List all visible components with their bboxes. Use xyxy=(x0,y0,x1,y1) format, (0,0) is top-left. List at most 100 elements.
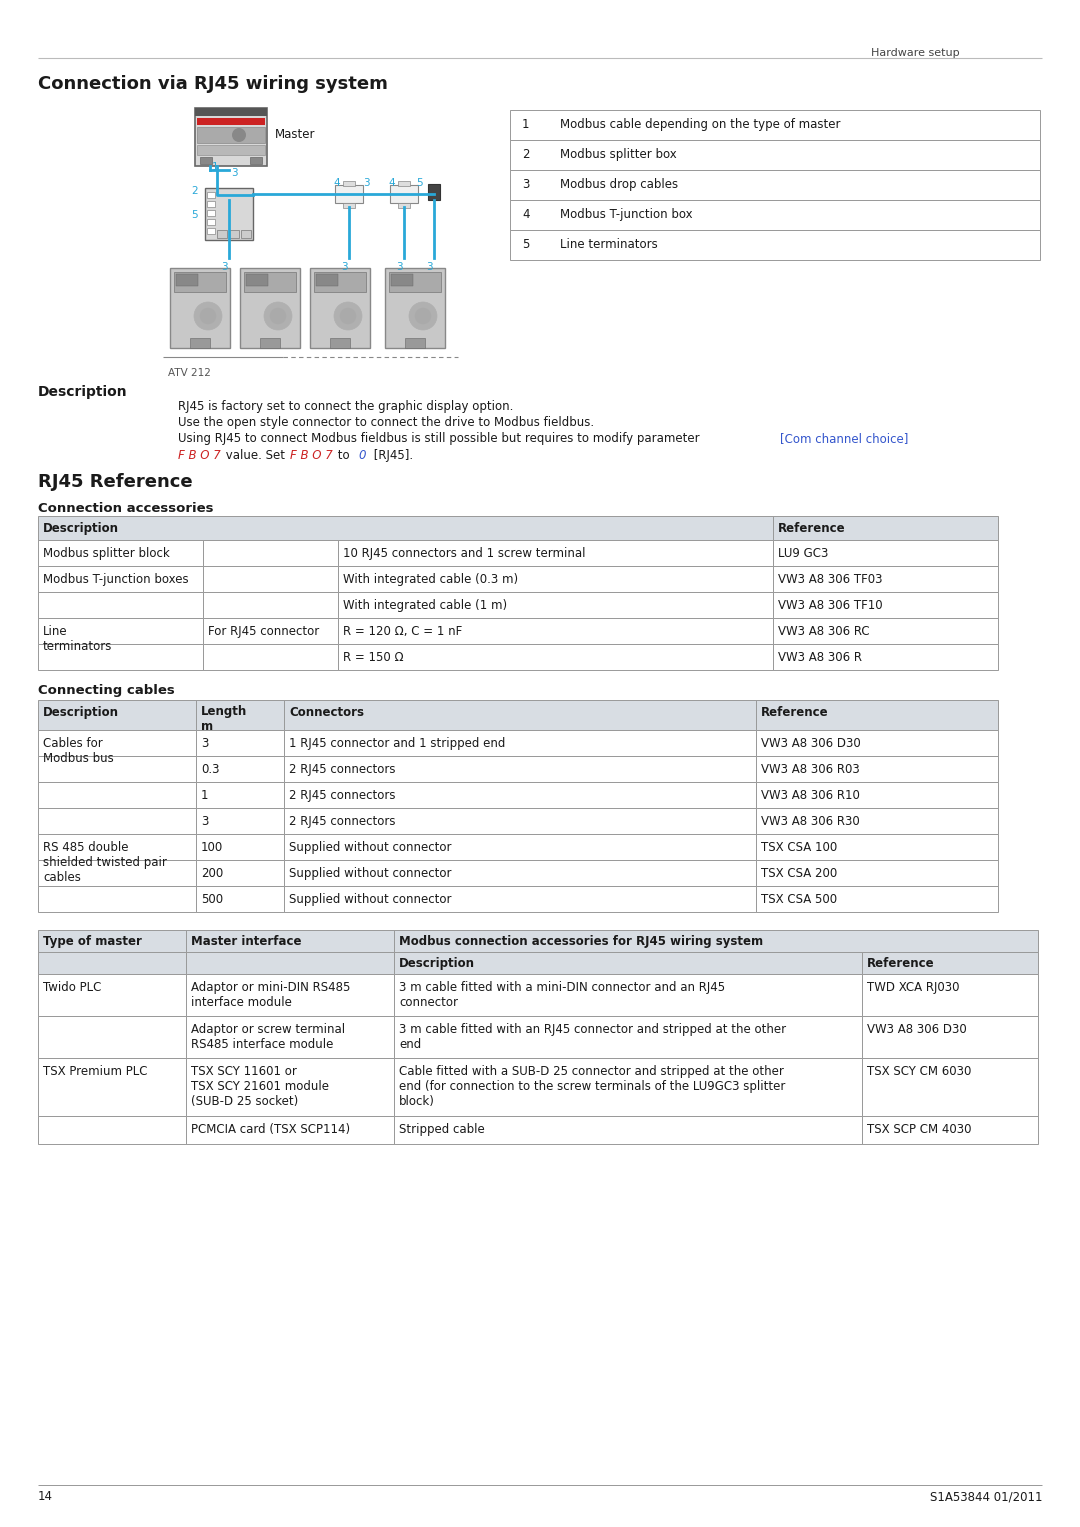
Text: 200: 200 xyxy=(201,867,224,880)
Circle shape xyxy=(232,128,246,142)
Bar xyxy=(240,269,300,348)
Text: Twido PLC: Twido PLC xyxy=(43,980,102,994)
Text: 3 m cable fitted with an RJ45 connector and stripped at the other
end: 3 m cable fitted with an RJ45 connector … xyxy=(399,1023,786,1051)
Text: Description: Description xyxy=(43,522,119,534)
Text: Cable fitted with a SUB-D 25 connector and stripped at the other
end (for connec: Cable fitted with a SUB-D 25 connector a… xyxy=(399,1064,785,1109)
Text: to: to xyxy=(334,449,353,463)
Text: Modbus drop cables: Modbus drop cables xyxy=(561,179,678,191)
Circle shape xyxy=(409,302,437,330)
Bar xyxy=(862,1116,1038,1144)
Text: With integrated cable (1 m): With integrated cable (1 m) xyxy=(343,599,508,612)
Bar xyxy=(394,974,862,1015)
Bar xyxy=(197,145,265,156)
Bar xyxy=(195,108,267,116)
Bar xyxy=(756,808,998,834)
Text: LU9 GC3: LU9 GC3 xyxy=(778,547,828,560)
Bar xyxy=(862,951,1038,974)
Bar xyxy=(195,886,284,912)
Text: S1A53844 01/2011: S1A53844 01/2011 xyxy=(930,1490,1042,1503)
Bar xyxy=(38,951,186,974)
Bar xyxy=(773,567,998,592)
Text: VW3 A8 306 RC: VW3 A8 306 RC xyxy=(778,625,869,638)
Bar xyxy=(773,618,998,644)
Bar xyxy=(38,541,203,567)
Bar xyxy=(284,756,756,782)
Bar xyxy=(186,1116,394,1144)
Text: VW3 A8 306 D30: VW3 A8 306 D30 xyxy=(867,1023,967,1035)
Text: Connection via RJ45 wiring system: Connection via RJ45 wiring system xyxy=(38,75,388,93)
Bar xyxy=(399,182,410,186)
Bar xyxy=(38,1058,186,1116)
Text: 3: 3 xyxy=(396,263,403,272)
Bar xyxy=(510,200,1040,231)
Text: Reference: Reference xyxy=(761,705,828,719)
Bar xyxy=(197,127,265,144)
Text: TSX CSA 100: TSX CSA 100 xyxy=(761,841,837,854)
Bar xyxy=(186,1058,394,1116)
Text: Reference: Reference xyxy=(778,522,846,534)
Bar xyxy=(773,516,998,541)
Text: TSX SCY CM 6030: TSX SCY CM 6030 xyxy=(867,1064,971,1078)
Text: 4: 4 xyxy=(522,208,529,221)
Text: VW3 A8 306 R10: VW3 A8 306 R10 xyxy=(761,789,860,802)
Circle shape xyxy=(334,302,362,330)
Bar xyxy=(229,231,239,238)
Bar xyxy=(249,157,262,163)
Text: 2 RJ45 connectors: 2 RJ45 connectors xyxy=(289,764,395,776)
Text: 3: 3 xyxy=(426,263,433,272)
Text: Line terminators: Line terminators xyxy=(561,238,658,250)
Bar xyxy=(38,592,203,618)
Text: TWD XCA RJ030: TWD XCA RJ030 xyxy=(867,980,959,994)
Bar xyxy=(284,782,756,808)
Bar xyxy=(756,730,998,756)
Bar xyxy=(38,808,195,834)
Text: 3 m cable fitted with a mini-DIN connector and an RJ45
connector: 3 m cable fitted with a mini-DIN connect… xyxy=(399,980,725,1009)
Bar xyxy=(38,886,195,912)
Bar xyxy=(391,273,413,286)
Bar xyxy=(510,169,1040,200)
Text: 5: 5 xyxy=(191,211,198,220)
Text: 100: 100 xyxy=(201,841,224,854)
Text: Length
m: Length m xyxy=(201,705,247,733)
Bar xyxy=(195,108,267,166)
Bar xyxy=(773,541,998,567)
Text: For RJ45 connector: For RJ45 connector xyxy=(208,625,320,638)
Bar xyxy=(284,699,756,730)
Bar xyxy=(195,860,284,886)
Bar xyxy=(38,1116,186,1144)
Text: TSX CSA 500: TSX CSA 500 xyxy=(761,893,837,906)
Text: Modbus cable depending on the type of master: Modbus cable depending on the type of ma… xyxy=(561,118,840,131)
Bar xyxy=(399,203,410,208)
Bar xyxy=(284,808,756,834)
Bar xyxy=(394,930,1038,951)
Bar xyxy=(241,231,251,238)
Bar xyxy=(284,886,756,912)
Text: RJ45 Reference: RJ45 Reference xyxy=(38,473,192,492)
Text: 3: 3 xyxy=(363,179,369,188)
Text: 1: 1 xyxy=(522,118,529,131)
Text: 3: 3 xyxy=(201,815,208,828)
Text: R = 120 Ω, C = 1 nF: R = 120 Ω, C = 1 nF xyxy=(343,625,462,638)
Bar xyxy=(338,644,773,670)
Text: F B O 7: F B O 7 xyxy=(291,449,333,463)
Text: VW3 A8 306 R03: VW3 A8 306 R03 xyxy=(761,764,860,776)
Text: value. Set: value. Set xyxy=(222,449,288,463)
Bar xyxy=(38,1015,186,1058)
Bar xyxy=(186,951,394,974)
Bar xyxy=(174,272,226,292)
Text: 0: 0 xyxy=(357,449,365,463)
Bar xyxy=(203,618,338,644)
Bar xyxy=(195,808,284,834)
Bar xyxy=(186,930,394,951)
Bar xyxy=(756,782,998,808)
Bar xyxy=(756,886,998,912)
Bar xyxy=(190,337,210,348)
Text: Description: Description xyxy=(38,385,127,399)
Text: [RJ45].: [RJ45]. xyxy=(370,449,414,463)
Text: Description: Description xyxy=(43,705,119,719)
Bar xyxy=(38,860,195,886)
Text: F B O 7: F B O 7 xyxy=(178,449,220,463)
Bar xyxy=(170,269,230,348)
Text: 2 RJ45 connectors: 2 RJ45 connectors xyxy=(289,815,395,828)
Bar xyxy=(284,834,756,860)
